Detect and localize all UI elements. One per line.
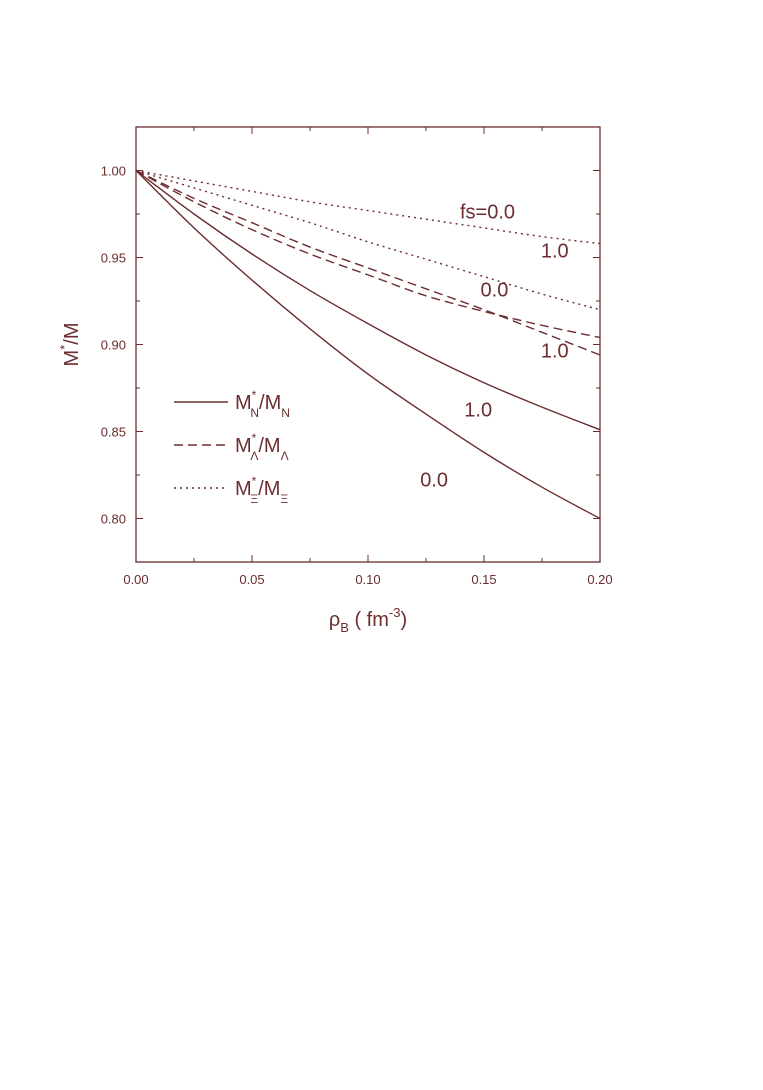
y-tick-label: 0.85	[101, 425, 126, 440]
x-tick-label: 0.10	[355, 572, 380, 587]
y-tick-label: 0.90	[101, 338, 126, 353]
y-axis-label-rest: /M	[61, 323, 83, 345]
y-tick-label: 0.80	[101, 512, 126, 527]
legend-text-part: M	[235, 392, 252, 414]
series-lines	[135, 169, 601, 520]
legend-entry: M* N/MN	[235, 388, 290, 420]
legend-entry: M* Ξ/MΞ	[235, 474, 288, 506]
y-tick-label: 1.00	[101, 164, 126, 179]
legend-text-part: /M	[258, 435, 280, 457]
x-axis-label-sup: -3	[389, 605, 401, 620]
curve-label: 1.0	[541, 241, 569, 263]
series-line-dotted	[135, 169, 601, 245]
legend-text-part: N	[250, 406, 259, 420]
series-line-dashed	[135, 169, 601, 356]
legend-entry: M* Λ/MΛ	[235, 431, 289, 463]
series-line-dotted	[135, 169, 601, 311]
legend: M* N/MNM* Λ/MΛM* Ξ/MΞ	[174, 388, 290, 506]
curve-label: 1.0	[541, 341, 569, 363]
series-line-solid	[135, 169, 601, 431]
legend-text-part: Λ	[250, 449, 258, 463]
x-tick-label: 0.05	[239, 572, 264, 587]
curve-label: 0.0	[481, 280, 509, 302]
x-tick-label: 0.20	[587, 572, 612, 587]
legend-text-part: Ξ	[250, 492, 258, 506]
y-axis-label-main: M	[61, 350, 83, 367]
plot-frame	[135, 126, 601, 563]
series-line-dashed	[135, 169, 601, 339]
legend-text-part: M	[235, 478, 252, 500]
legend-text-part: /M	[259, 392, 281, 414]
legend-text-part: Ξ	[280, 492, 288, 506]
curve-label: 1.0	[464, 400, 492, 422]
x-axis-label-sub: B	[340, 620, 349, 635]
y-axis-label: M*/M	[57, 323, 83, 367]
series-line-solid	[135, 170, 601, 520]
y-tick-label: 0.95	[101, 251, 126, 266]
x-axis-label-open: ( fm	[349, 609, 389, 631]
x-tick-label: 0.00	[123, 572, 148, 587]
legend-text-part: Λ	[281, 449, 289, 463]
curve-annotations: fs=0.0 1.0 0.0 1.0 1.0 0.0	[420, 201, 568, 491]
legend-text-part: *	[252, 474, 257, 488]
tick-marks	[135, 126, 601, 563]
x-tick-label: 0.15	[471, 572, 496, 587]
curve-label: 0.0	[420, 469, 448, 491]
legend-text-part: /M	[258, 478, 280, 500]
legend-text-part: N	[281, 406, 290, 420]
x-axis-label-close: )	[400, 609, 407, 631]
legend-text-part: *	[252, 388, 257, 402]
curve-label: fs=0.0	[460, 201, 515, 223]
x-axis-label: ρB ( fm-3)	[329, 605, 407, 635]
tick-labels: 0.00 0.05 0.10 0.15 0.20 0.80 0.85 0.90 0.95 1.00	[101, 164, 613, 588]
x-axis-label-main: ρ	[329, 609, 340, 631]
legend-text-part: M	[235, 435, 252, 457]
y-axis-label-sup: *	[57, 345, 72, 350]
legend-text-part: *	[252, 431, 257, 445]
